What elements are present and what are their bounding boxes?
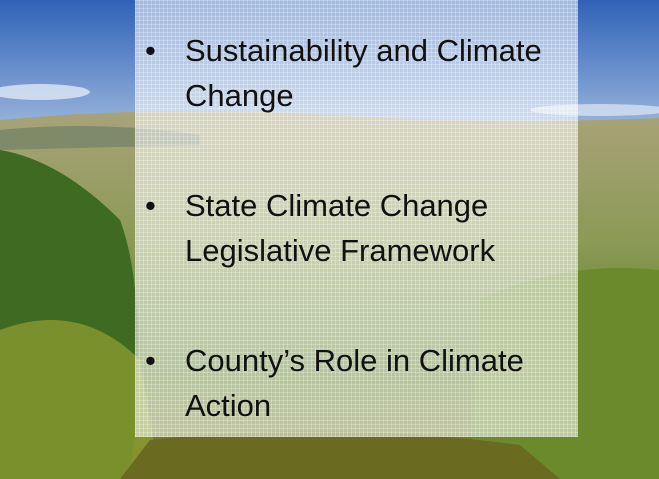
bullet-text: State Climate Change Legislative Framewo… [185, 188, 496, 268]
text-panel [135, 0, 578, 437]
bullet-dot: • [145, 343, 156, 378]
bullet-text: County’s Role in Climate Action [185, 343, 524, 423]
bullet-dot: • [145, 188, 156, 223]
bullet-dot: • [145, 33, 156, 68]
bullet-text: Sustainability and Climate Change [185, 33, 542, 113]
